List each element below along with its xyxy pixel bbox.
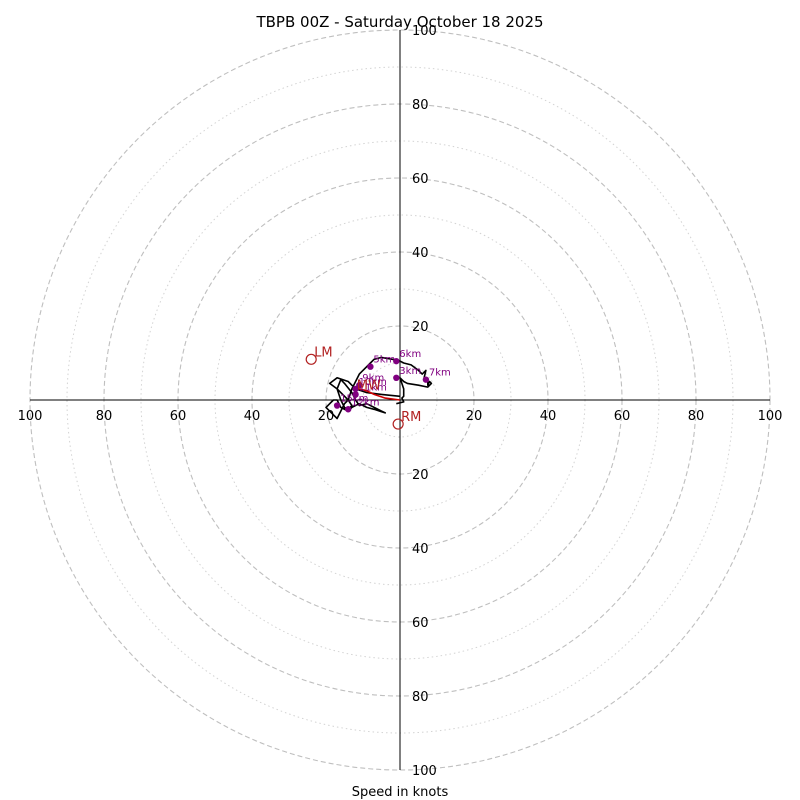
- height-marker-label: 10km: [359, 377, 387, 388]
- storm-motion-marker: [305, 353, 317, 365]
- tick-label-top: 100: [412, 24, 437, 39]
- storm-motion-label: LM: [314, 345, 332, 360]
- tick-label-top: 80: [412, 98, 429, 113]
- hodograph-lowlevel-line: [359, 388, 401, 401]
- tick-labels: 20 20 40 40 60 60 80 80 100 100 20 20 40 40 60 60 80 80 10…: [18, 24, 783, 779]
- height-marker-dot: [393, 357, 400, 365]
- height-marker-dot: [352, 391, 359, 398]
- hodograph-line: [325, 356, 433, 420]
- tick-label-left: 20: [318, 409, 335, 424]
- tick-label-top: 60: [412, 172, 429, 187]
- x-axis-label: Speed in knots: [352, 785, 449, 800]
- tick-label-right: 100: [758, 409, 783, 424]
- height-marker-label: 9km: [362, 373, 384, 384]
- height-marker-label: 7km: [429, 368, 451, 379]
- tick-label-bottom: 40: [412, 542, 429, 557]
- height-marker-label: 12km: [351, 397, 379, 408]
- tick-label-left: 40: [244, 409, 261, 424]
- height-marker-label: 6km: [399, 349, 421, 360]
- tick-label-bottom: 80: [412, 690, 429, 705]
- storm-motion-label: MW: [357, 379, 381, 394]
- storm-motion-label: RM: [401, 410, 421, 425]
- tick-label-bottom: 60: [412, 616, 429, 631]
- tick-label-left: 60: [170, 409, 187, 424]
- tick-label-right: 80: [688, 409, 705, 424]
- height-marker-dot: [393, 374, 400, 381]
- height-marker-dot: [422, 376, 430, 383]
- height-marker-dot: [352, 385, 359, 393]
- tick-label-right: 60: [614, 409, 631, 424]
- height-marker-dot: [345, 406, 352, 413]
- hodograph-trace: [325, 356, 433, 420]
- tick-label-top: 20: [412, 320, 429, 335]
- height-marker-dot: [333, 402, 341, 409]
- tick-label-top: 40: [412, 246, 429, 261]
- tick-label-bottom: 20: [412, 468, 429, 483]
- tick-label-left: 80: [96, 409, 113, 424]
- tick-label-right: 20: [466, 409, 483, 424]
- height-marker-label: 5km: [373, 355, 395, 366]
- height-marker-label: 11km: [359, 382, 387, 393]
- storm-motion-markers: LM RM MW: [305, 345, 421, 430]
- height-marker-label: 3km: [399, 366, 421, 377]
- chart-title: TBPB 00Z - Saturday October 18 2025: [255, 13, 543, 31]
- height-marker-dot: [367, 363, 374, 370]
- height-marker-label: 15km: [340, 394, 368, 405]
- tick-label-bottom: 100: [412, 764, 437, 779]
- storm-motion-marker: [392, 418, 404, 430]
- tick-label-left: 100: [18, 409, 43, 424]
- tick-label-right: 40: [540, 409, 557, 424]
